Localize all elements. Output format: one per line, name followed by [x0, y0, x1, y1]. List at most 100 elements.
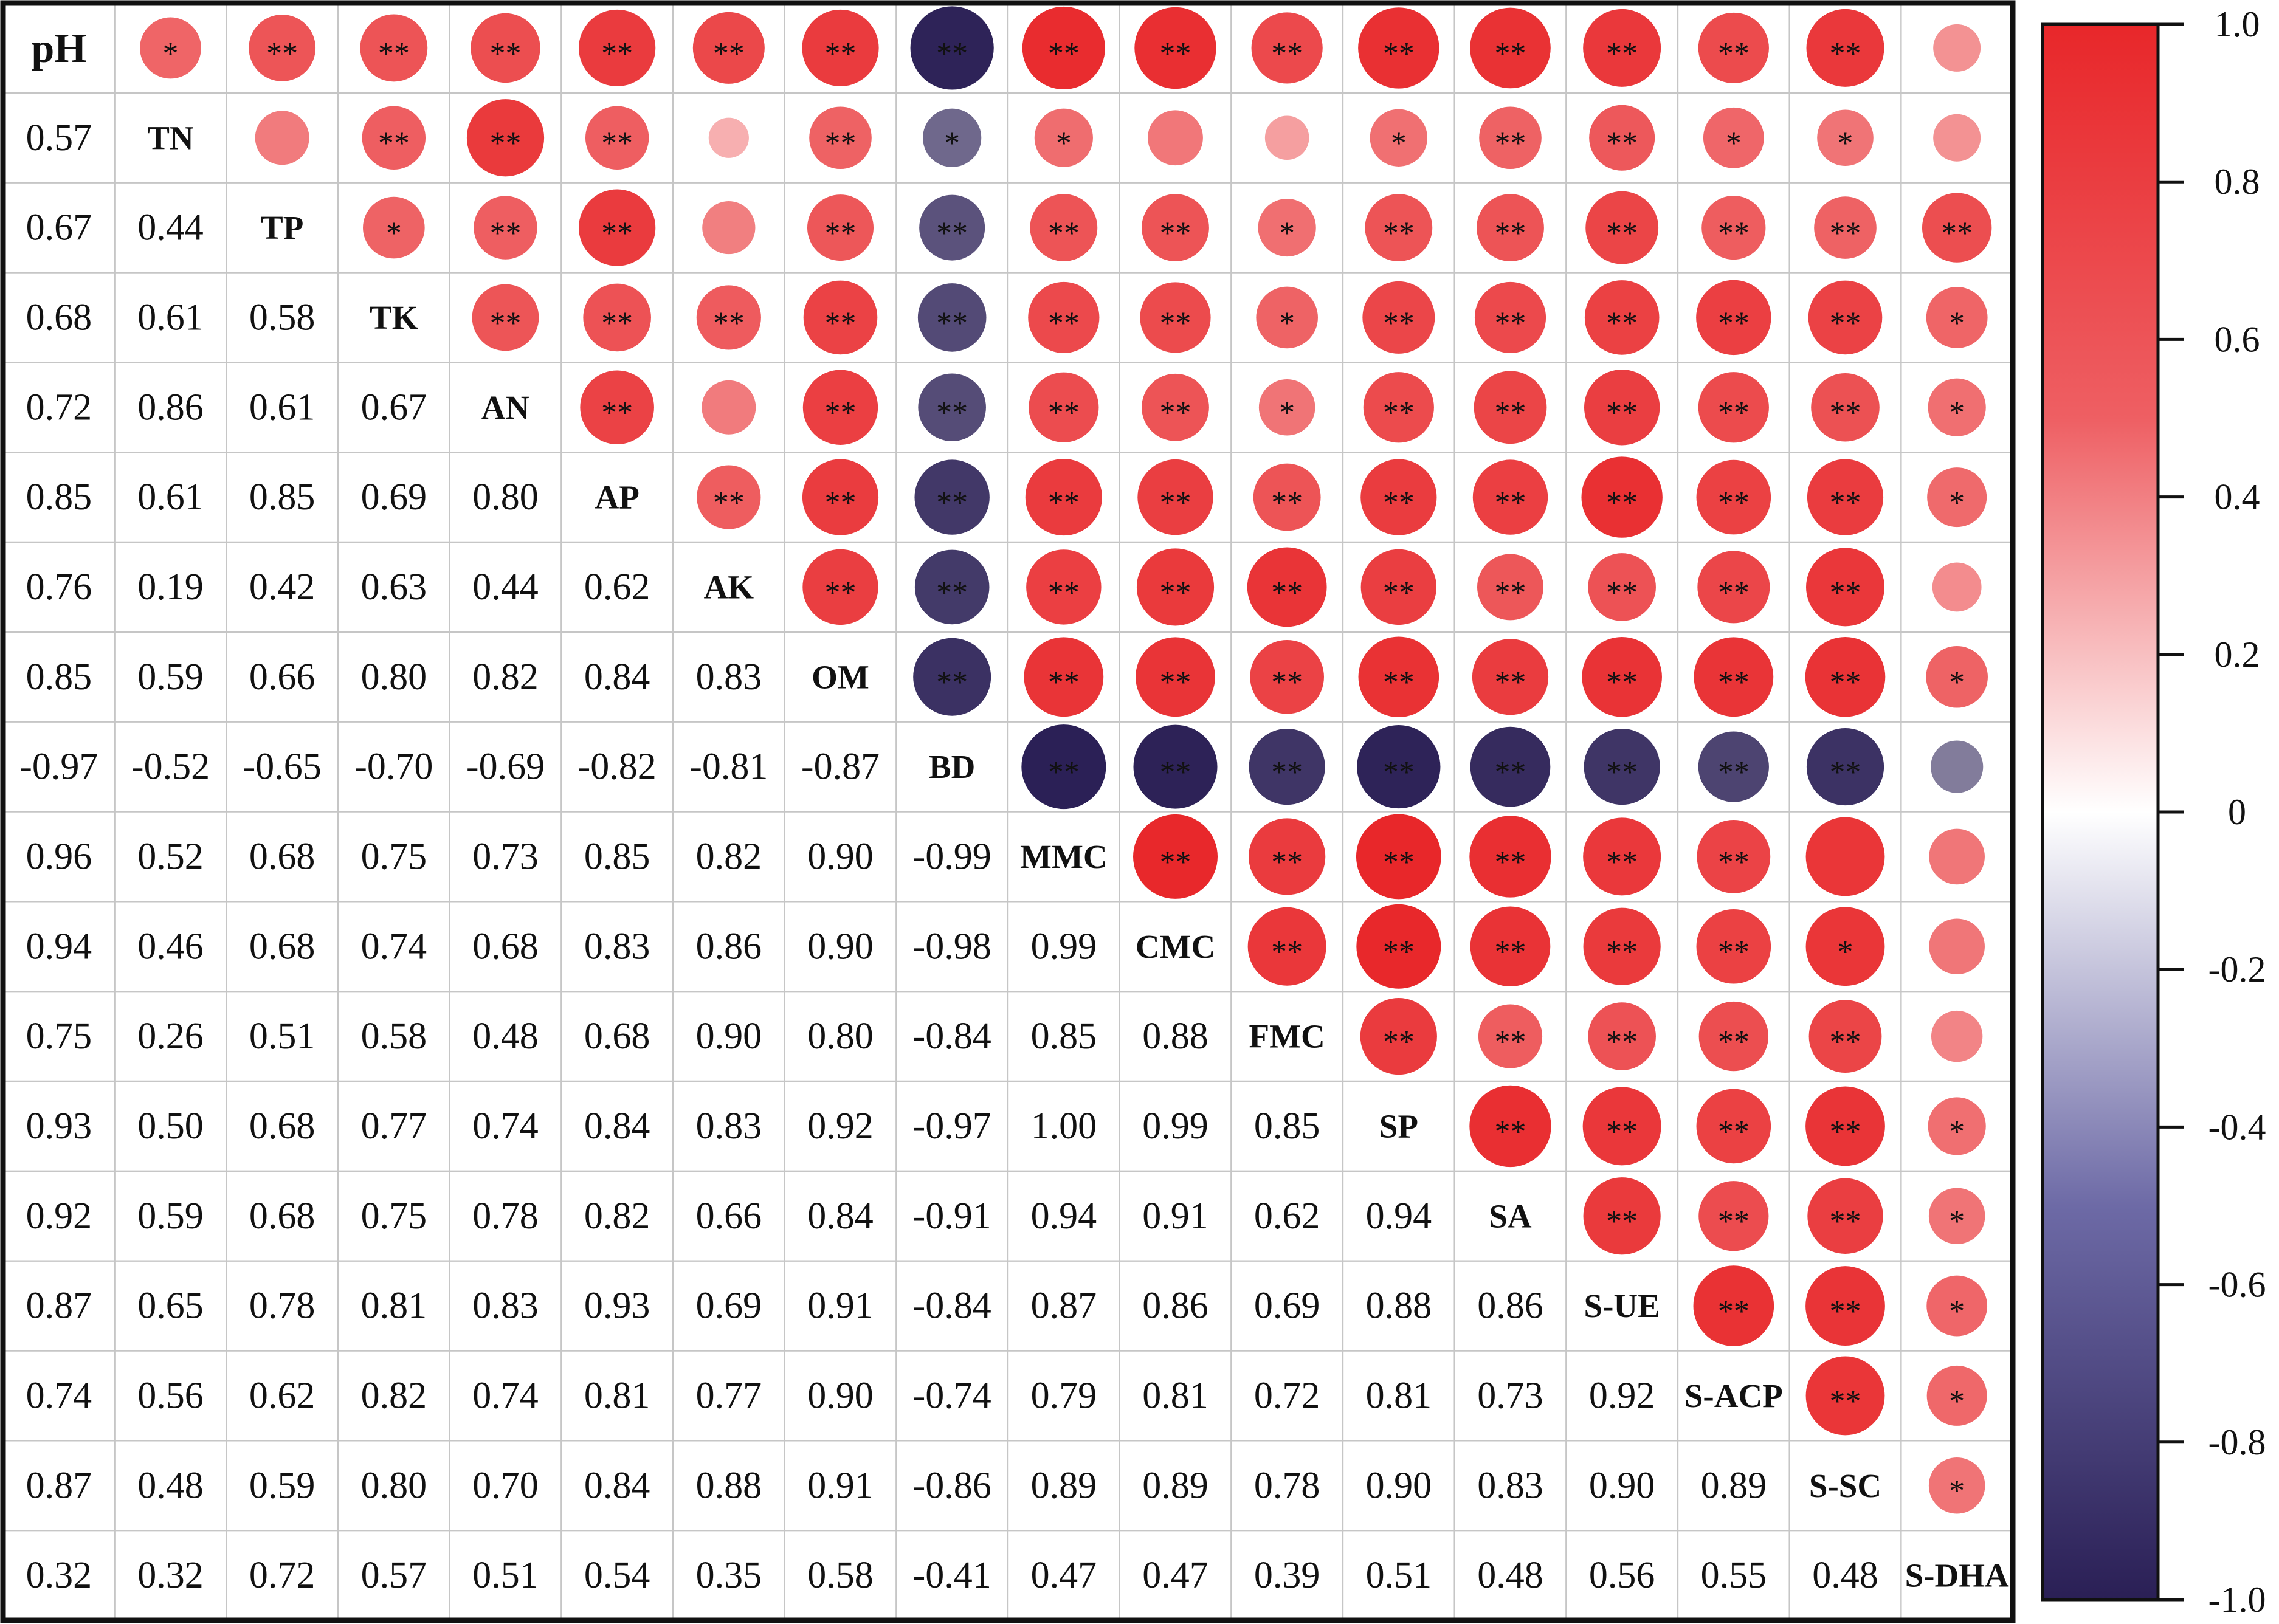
correlation-value: 0.48	[1812, 1555, 1878, 1596]
significance-mark: **	[1495, 396, 1526, 430]
correlation-circle	[803, 280, 878, 355]
correlation-circle	[1698, 731, 1769, 802]
correlation-value: 0.91	[1142, 1196, 1208, 1237]
correlation-value: 0.86	[137, 387, 204, 428]
correlation-value: 0.80	[361, 1465, 427, 1506]
significance-mark: **	[1606, 755, 1638, 790]
correlation-value: 0.69	[1254, 1285, 1320, 1327]
correlation-value: 0.56	[137, 1375, 204, 1416]
correlation-circle	[1478, 1004, 1543, 1068]
significance-mark: **	[1718, 1205, 1750, 1239]
correlation-circle	[1805, 817, 1885, 896]
significance-mark: **	[1830, 755, 1861, 790]
correlation-value: 0.67	[26, 207, 92, 249]
correlation-circle	[702, 201, 756, 255]
correlation-circle	[1697, 820, 1771, 893]
correlation-circle	[1583, 817, 1661, 896]
correlation-value: 0.73	[1477, 1375, 1543, 1416]
significance-mark: **	[936, 216, 968, 251]
correlation-circle	[1932, 562, 1982, 612]
colorbar-tick-label: -0.2	[2208, 949, 2266, 989]
significance-mark: **	[1495, 486, 1526, 520]
significance-mark: *	[1949, 1115, 1965, 1149]
correlation-circle	[1470, 726, 1551, 807]
correlation-circle	[255, 111, 309, 165]
correlation-circle	[1805, 1266, 1885, 1346]
correlation-circle	[1927, 467, 1987, 528]
correlation-value: 0.86	[696, 926, 762, 967]
variable-label: MMC	[1020, 838, 1108, 875]
correlation-circle	[1933, 24, 1981, 72]
correlation-circle	[1929, 918, 1985, 975]
correlation-value: 0.62	[1254, 1196, 1320, 1237]
significance-mark: *	[944, 126, 960, 161]
correlation-circle	[1693, 1265, 1774, 1346]
significance-mark: **	[713, 486, 745, 520]
correlation-value: 0.72	[1254, 1375, 1320, 1416]
correlation-value: 0.68	[26, 297, 92, 338]
correlation-value: 0.57	[26, 117, 92, 159]
significance-mark: **	[1383, 36, 1415, 71]
correlation-value: -0.87	[801, 746, 880, 788]
correlation-value: 0.72	[249, 1555, 315, 1596]
colorbar: 1.0 0.8 0.6 0.4 0.2 0 -0.2 -0.4 -0.6 -0.8 -1.0	[2041, 4, 2266, 1620]
correlation-circle	[1584, 728, 1660, 805]
significance-mark: **	[1718, 216, 1750, 251]
significance-mark: **	[1495, 666, 1526, 700]
correlation-circle	[918, 373, 986, 442]
correlation-circle	[1584, 370, 1660, 446]
correlation-value: 0.82	[472, 656, 539, 698]
variable-label: S-ACP	[1684, 1377, 1783, 1414]
colorbar-tick-label: 0.6	[2215, 319, 2260, 359]
significance-mark: **	[713, 306, 745, 340]
correlation-value: 0.68	[249, 926, 315, 967]
colorbar-tick-label: -1.0	[2208, 1580, 2266, 1620]
correlation-circle	[1807, 459, 1884, 535]
correlation-value: 0.88	[696, 1465, 762, 1506]
correlation-circle	[1805, 636, 1886, 717]
significance-mark: **	[1495, 306, 1526, 340]
correlation-circle	[1264, 115, 1309, 160]
correlation-circle	[1922, 193, 1992, 263]
correlation-circle	[1805, 1356, 1885, 1436]
correlation-circle	[1134, 7, 1216, 89]
correlation-circle	[583, 283, 651, 352]
correlation-circle	[1808, 1000, 1882, 1073]
correlation-circle	[702, 380, 756, 435]
correlation-circle	[1582, 1087, 1661, 1166]
correlation-circle	[1811, 373, 1880, 442]
correlation-value: 0.50	[137, 1106, 204, 1147]
variable-label: S-SC	[1809, 1467, 1881, 1504]
correlation-circle	[1249, 728, 1325, 805]
colorbar-tick-label: 0.2	[2215, 635, 2260, 675]
significance-mark: **	[825, 216, 857, 251]
colorbar-tick-label: 0	[2228, 792, 2246, 832]
variable-label: SA	[1489, 1197, 1532, 1234]
correlation-value: 0.62	[584, 566, 650, 608]
variable-label: AN	[481, 389, 529, 426]
correlation-circle	[1933, 114, 1981, 162]
correlation-value: 0.70	[472, 1465, 539, 1506]
significance-mark: *	[1949, 1295, 1965, 1329]
correlation-circle	[466, 99, 545, 177]
correlation-value: 0.46	[137, 926, 204, 967]
variable-label: TN	[147, 119, 193, 156]
correlation-value: 0.86	[1142, 1285, 1208, 1327]
significance-mark: **	[1383, 216, 1415, 251]
significance-mark: **	[1048, 306, 1080, 340]
correlation-circle	[471, 13, 540, 83]
correlation-circle	[1258, 379, 1315, 436]
matrix-cells: pH * ** ** ** ** ** ** ** ** ** ** ** ** ** ** **0.57 TN *…	[19, 6, 2009, 1596]
correlation-circle	[1703, 107, 1764, 168]
correlation-circle	[1251, 12, 1323, 84]
significance-mark: **	[1606, 396, 1638, 430]
correlation-value: 0.57	[361, 1555, 427, 1596]
correlation-circle	[1926, 1365, 1987, 1426]
correlation-circle	[1370, 109, 1428, 167]
correlation-circle	[474, 196, 537, 260]
correlation-circle	[1928, 378, 1986, 436]
correlation-value: 0.87	[26, 1465, 92, 1506]
significance-mark: **	[1048, 36, 1080, 71]
correlation-value: 0.78	[249, 1285, 315, 1327]
significance-mark: **	[1160, 396, 1191, 430]
